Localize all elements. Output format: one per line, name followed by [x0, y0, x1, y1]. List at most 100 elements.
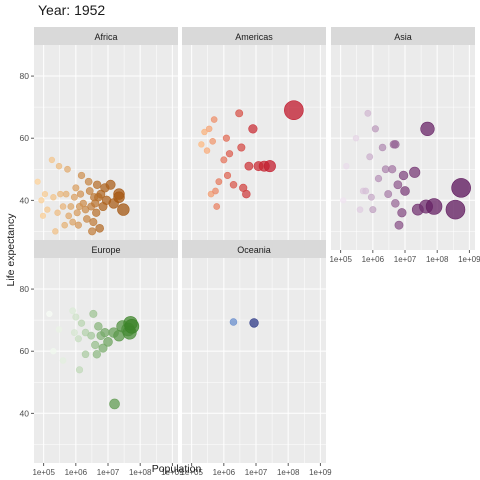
- x-tick-label: 1e+08: [129, 468, 152, 477]
- data-point-asia: [445, 199, 466, 220]
- data-point-africa: [61, 221, 68, 229]
- facet-strip-europe: [34, 240, 178, 258]
- facet-label-africa: Africa: [94, 32, 117, 42]
- data-point-africa: [92, 180, 102, 189]
- data-point-europe: [55, 326, 63, 333]
- facet-strip-africa: [34, 27, 178, 45]
- data-point-europe: [100, 327, 110, 338]
- data-point-africa: [55, 162, 63, 170]
- data-point-europe: [98, 343, 108, 353]
- data-point-asia: [371, 125, 379, 133]
- data-point-americas: [210, 116, 218, 123]
- data-point-europe: [50, 348, 57, 355]
- panel-background-europe: [34, 258, 178, 463]
- data-point-europe: [77, 319, 86, 327]
- data-point-africa: [48, 156, 56, 164]
- data-point-africa: [73, 209, 81, 217]
- x-tick-label: 1e+07: [97, 468, 120, 477]
- data-point-africa: [77, 171, 86, 180]
- data-point-africa: [52, 228, 59, 235]
- data-point-oceania: [249, 318, 259, 328]
- data-point-africa: [79, 199, 87, 208]
- data-point-europe: [69, 307, 77, 315]
- data-point-europe: [103, 337, 113, 347]
- data-point-asia: [366, 153, 374, 161]
- data-point-europe: [94, 322, 103, 331]
- data-point-africa: [67, 203, 75, 210]
- x-tick-label: 1e+08: [277, 468, 300, 477]
- data-point-africa: [85, 187, 94, 195]
- data-point-europe: [72, 313, 80, 321]
- data-point-africa: [105, 179, 116, 190]
- data-point-europe: [124, 318, 140, 334]
- data-point-americas: [203, 147, 211, 154]
- data-point-africa: [83, 215, 91, 223]
- y-tick-label: 60: [20, 346, 30, 356]
- data-point-africa: [76, 190, 85, 198]
- data-point-europe: [91, 340, 100, 350]
- data-point-europe: [70, 329, 78, 337]
- panel-background-oceania: [182, 258, 326, 463]
- x-tick-label: 1e+06: [362, 255, 385, 264]
- data-point-africa: [41, 190, 49, 198]
- data-point-oceania: [229, 318, 238, 326]
- data-point-asia: [425, 198, 443, 215]
- data-point-americas: [198, 141, 205, 148]
- x-tick-label: 1e+05: [32, 468, 55, 477]
- data-point-americas: [248, 124, 258, 134]
- data-point-africa: [54, 209, 61, 216]
- data-point-americas: [201, 128, 208, 136]
- data-point-europe: [109, 398, 120, 410]
- y-tick-label: 60: [20, 133, 30, 143]
- data-point-americas: [212, 187, 219, 195]
- x-tick-label: 1e+08: [426, 255, 449, 264]
- data-point-africa: [38, 197, 45, 204]
- data-point-asia: [397, 208, 407, 218]
- data-point-americas: [222, 134, 230, 142]
- data-point-americas: [263, 160, 276, 173]
- data-point-europe: [74, 335, 82, 343]
- data-point-asia: [451, 178, 471, 198]
- data-point-africa: [62, 190, 70, 198]
- data-point-americas: [225, 150, 234, 158]
- x-tick-label: 1e+05: [180, 468, 203, 477]
- data-point-americas: [235, 109, 244, 118]
- data-point-asia: [398, 170, 409, 181]
- data-point-europe: [89, 309, 98, 318]
- x-axis-title: Population: [152, 463, 202, 475]
- data-point-asia: [364, 109, 372, 117]
- x-tick-label: 1e+09: [309, 468, 332, 477]
- x-tick-label: 1e+07: [394, 255, 417, 264]
- y-tick-label: 80: [20, 71, 30, 81]
- data-point-americas: [215, 178, 223, 186]
- data-point-africa: [70, 193, 78, 201]
- data-point-europe: [46, 310, 53, 318]
- data-point-europe: [59, 357, 67, 364]
- data-point-africa: [65, 212, 73, 220]
- facet-label-asia: Asia: [394, 32, 412, 42]
- data-point-asia: [378, 143, 387, 152]
- data-point-americas: [229, 181, 238, 189]
- data-point-europe: [87, 331, 96, 340]
- x-tick-label: 1e+05: [329, 255, 352, 264]
- data-point-asia: [367, 193, 375, 201]
- data-point-africa: [95, 223, 104, 233]
- data-point-africa: [59, 203, 67, 210]
- x-tick-label: 1e+09: [458, 255, 480, 264]
- data-point-asia: [352, 134, 360, 142]
- data-point-asia: [362, 187, 370, 195]
- data-point-africa: [84, 177, 93, 186]
- data-point-americas: [223, 171, 232, 180]
- data-point-africa: [50, 194, 57, 201]
- data-point-asia: [393, 180, 403, 190]
- data-point-africa: [72, 184, 80, 192]
- x-tick-label: 1e+07: [245, 468, 268, 477]
- data-point-asia: [391, 140, 400, 149]
- y-axis-title: Life expectancy: [5, 213, 17, 287]
- data-point-africa: [92, 208, 101, 217]
- data-point-asia: [400, 186, 410, 196]
- data-point-asia: [420, 121, 435, 137]
- facet-strip-asia: [331, 27, 475, 45]
